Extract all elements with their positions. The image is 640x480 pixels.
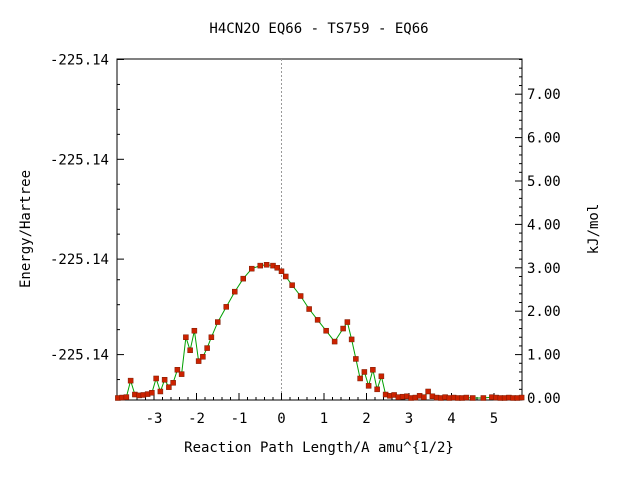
data-point — [378, 373, 385, 380]
data-point — [240, 275, 246, 282]
data-point — [249, 265, 255, 272]
y-axis-label-right: kJ/mol — [586, 204, 602, 255]
data-point — [187, 347, 193, 354]
data-point — [200, 354, 206, 360]
data-point — [361, 369, 368, 375]
data-point — [178, 371, 185, 377]
x-tick-label: 4 — [447, 411, 455, 427]
right-tick-label: 5.00 — [527, 174, 561, 190]
data-point — [348, 336, 355, 343]
data-point — [149, 390, 155, 396]
x-tick-label: -3 — [146, 411, 163, 427]
data-point — [153, 375, 159, 382]
data-point — [283, 273, 289, 280]
x-axis: -3 -2 -1 0 1 2 3 4 5 — [119, 393, 520, 427]
right-tick-label: 7.00 — [527, 87, 561, 103]
x-tick-label: 5 — [490, 411, 498, 427]
right-tick-label: 1.00 — [527, 348, 561, 364]
data-point — [123, 394, 130, 400]
right-tick-label: 2.00 — [527, 304, 561, 320]
data-point — [166, 384, 172, 390]
right-tick-label: 6.00 — [527, 131, 561, 147]
data-point — [344, 319, 351, 325]
data-point — [370, 367, 376, 373]
data-point — [289, 282, 295, 288]
left-tick-label: -225.14 — [50, 52, 109, 68]
data-point — [297, 293, 304, 299]
data-point — [274, 265, 280, 271]
data-point — [161, 377, 168, 383]
data-point — [204, 345, 210, 351]
data-point — [183, 334, 189, 340]
left-tick-label: -225.14 — [50, 252, 109, 268]
right-tick-label: 3.00 — [527, 261, 561, 277]
data-point — [257, 262, 263, 269]
data-point — [170, 380, 176, 386]
x-tick-label: 2 — [362, 411, 370, 427]
data-point — [480, 395, 487, 401]
data-point — [340, 325, 346, 332]
series-markers — [115, 262, 525, 401]
x-tick-label: 1 — [320, 411, 328, 427]
data-point — [421, 394, 427, 400]
data-point — [195, 358, 202, 364]
data-point — [223, 304, 229, 310]
data-point — [174, 367, 181, 373]
x-axis-label: Reaction Path Length/A amu^{1/2} — [184, 440, 454, 456]
left-tick-label: -225.14 — [50, 348, 109, 364]
right-axis: 0.00 1.00 2.00 3.00 4.00 5.00 6.00 7.00 — [515, 58, 561, 407]
data-point — [157, 388, 164, 395]
data-point — [374, 386, 380, 393]
data-point — [518, 394, 525, 401]
data-point — [470, 395, 476, 401]
x-tick-label: 3 — [405, 411, 413, 427]
data-point — [353, 356, 359, 362]
data-point — [191, 327, 198, 334]
y-axis-label-left: Energy/Hartree — [18, 170, 34, 288]
data-point — [331, 338, 338, 345]
series-line — [117, 264, 522, 399]
data-point — [127, 377, 134, 384]
right-tick-label: 4.00 — [527, 217, 561, 233]
x-tick-label: -2 — [188, 411, 205, 427]
data-point — [463, 394, 470, 401]
data-point — [314, 317, 321, 323]
left-axis: -225.14-225.14-225.14-225.14-225.14-225.… — [50, 52, 124, 381]
data-point — [208, 334, 215, 340]
right-tick-label: 0.00 — [527, 391, 561, 407]
x-tick-label: -1 — [231, 411, 248, 427]
data-point — [323, 327, 329, 334]
plot-frame — [116, 58, 523, 401]
data-point — [215, 319, 221, 325]
data-point — [357, 375, 363, 382]
left-tick-label: -225.14 — [50, 152, 109, 168]
chart-title: H4CN2O EQ66 - TS759 - EQ66 — [209, 21, 428, 37]
data-point — [232, 288, 238, 295]
data-point — [306, 306, 312, 312]
data-point — [278, 268, 285, 275]
data-point — [425, 388, 431, 395]
x-tick-label: 0 — [277, 411, 285, 427]
data-point — [365, 383, 372, 389]
data-point — [263, 262, 270, 268]
